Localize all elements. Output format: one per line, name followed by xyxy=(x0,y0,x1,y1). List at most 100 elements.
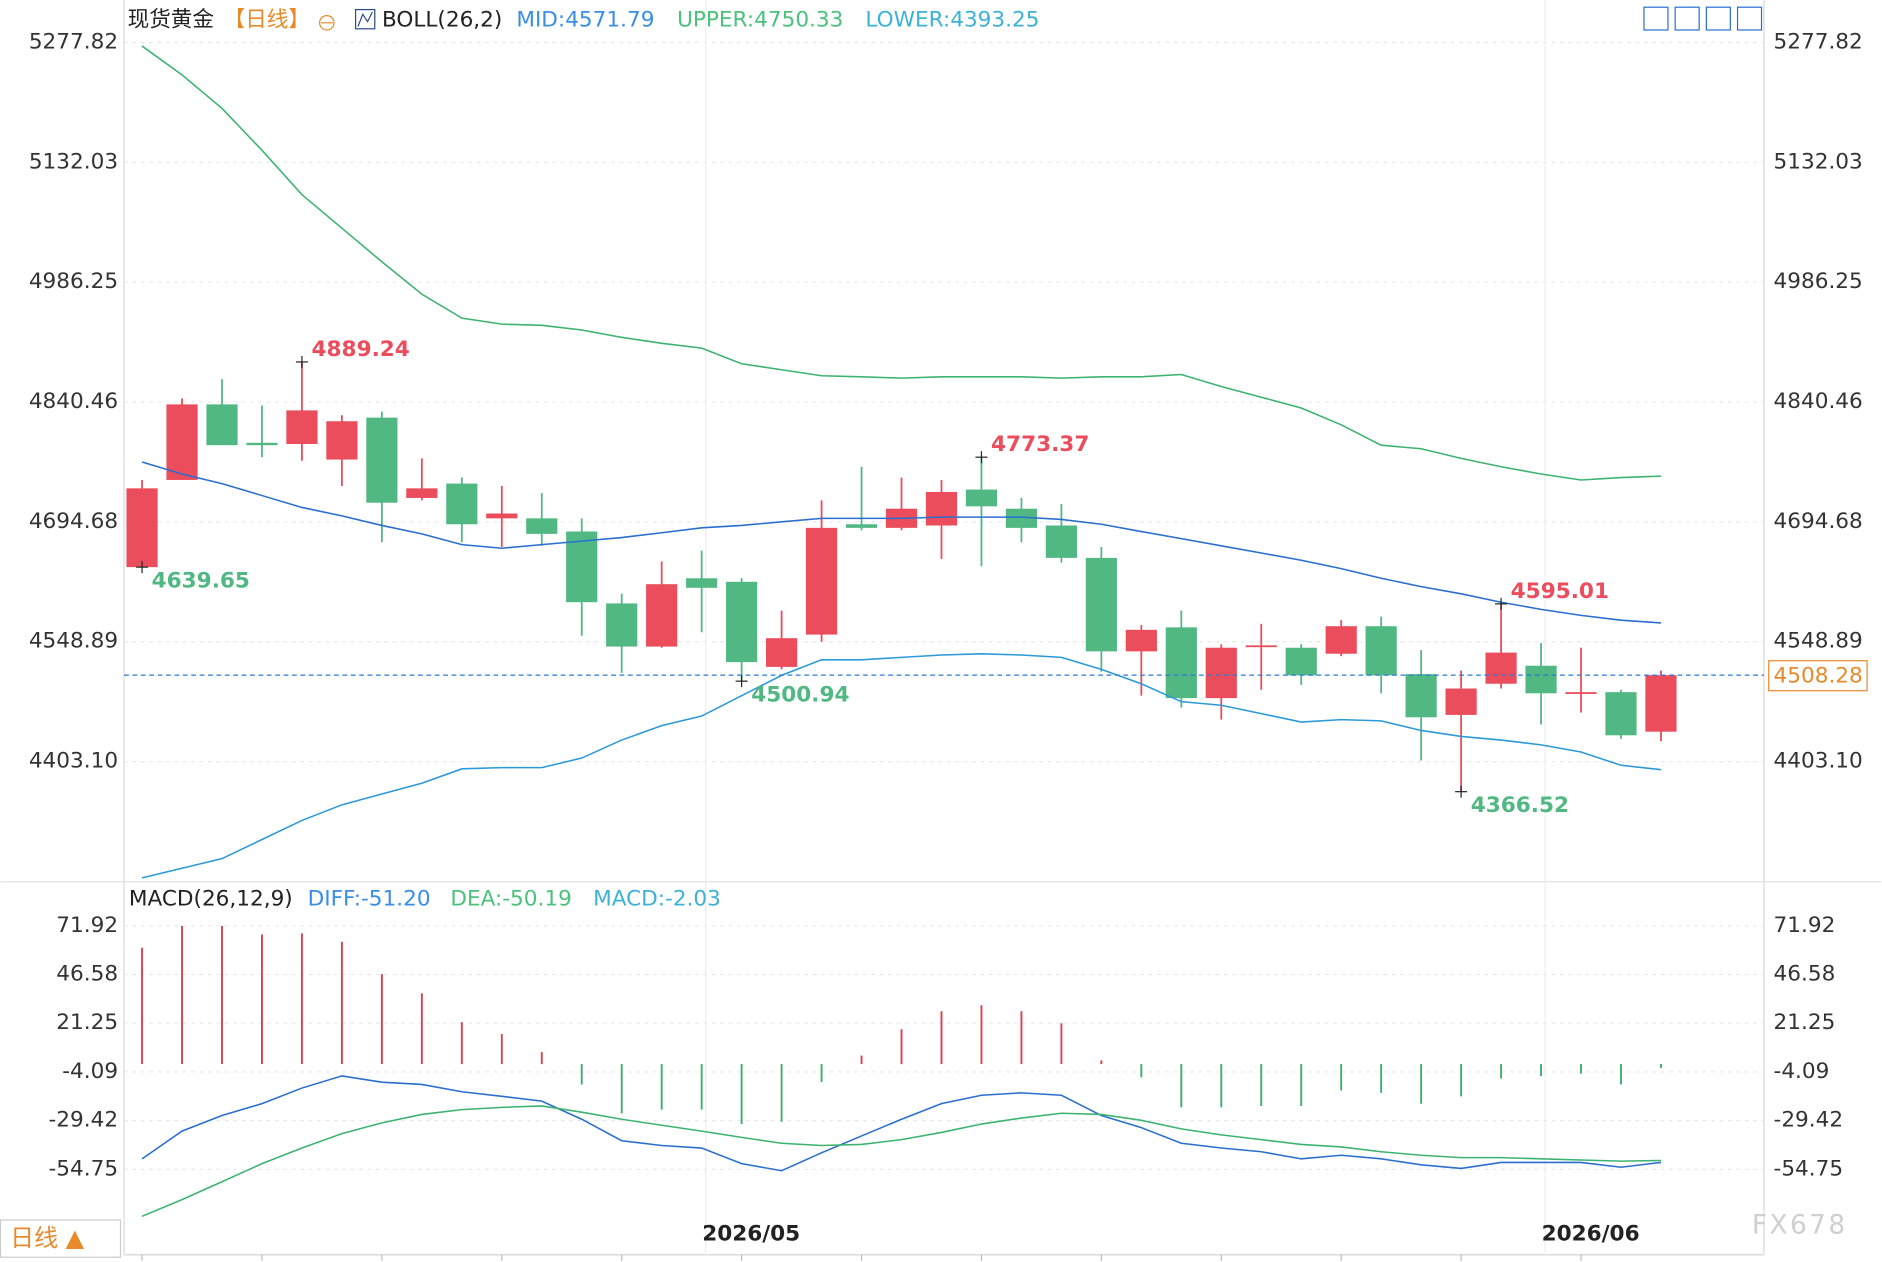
legend-text: BOLL(26,2) xyxy=(382,7,502,32)
y-tick-label: 4840.46 xyxy=(29,389,118,414)
tool-button[interactable] xyxy=(1643,6,1669,31)
candle-body xyxy=(1045,525,1077,558)
candle-body xyxy=(1445,688,1477,715)
candle-body xyxy=(1205,647,1237,699)
y-tick-label: 4986.25 xyxy=(29,269,118,294)
indicator-line xyxy=(141,653,1662,879)
y-tick-label-right: -54.75 xyxy=(1774,1156,1844,1181)
annotation-label: 4639.65 xyxy=(152,569,250,594)
candle-body xyxy=(805,527,838,635)
y-tick-label: 21.25 xyxy=(56,1010,118,1035)
candle-body xyxy=(1645,675,1677,732)
candle-body xyxy=(726,581,758,663)
annotation-label: 4773.37 xyxy=(991,432,1089,457)
tool-button[interactable] xyxy=(1736,6,1763,31)
legend-text: MACD(26,12,9) xyxy=(129,887,293,912)
indicator-line xyxy=(141,1075,1662,1172)
legend-text: UPPER:4750.33 xyxy=(677,7,843,32)
y-tick-label: 5132.03 xyxy=(29,149,118,174)
indicator-icon[interactable] xyxy=(354,8,376,30)
candle-body xyxy=(126,488,158,568)
x-tick-label: 2026/05 xyxy=(702,1221,800,1246)
annotation-label: 4889.24 xyxy=(312,337,410,362)
annotation-label: 4595.01 xyxy=(1511,579,1609,604)
y-tick-label-right: 4403.10 xyxy=(1774,749,1863,774)
y-tick-label: 5277.82 xyxy=(29,29,118,54)
candle-body xyxy=(1525,665,1557,694)
y-tick-label: -4.09 xyxy=(62,1059,118,1084)
candle-body xyxy=(1005,508,1038,528)
period-button-label: 日线 ▲ xyxy=(10,1224,85,1252)
tool-button[interactable] xyxy=(1674,6,1700,31)
candle-body xyxy=(1245,645,1277,648)
candle-body xyxy=(1565,692,1597,694)
y-tick-label-right: 5277.82 xyxy=(1774,29,1863,54)
candle-body xyxy=(1325,626,1357,654)
y-tick-label: -54.75 xyxy=(48,1156,118,1181)
candle-body xyxy=(566,531,598,603)
last-price-box xyxy=(1768,660,1868,692)
y-tick-label: 4403.10 xyxy=(29,749,118,774)
candle-body xyxy=(406,488,438,498)
y-tick-label-right: 4694.68 xyxy=(1774,509,1863,534)
indicator-line xyxy=(141,45,1662,481)
y-tick-label-right: 46.58 xyxy=(1774,962,1836,987)
candle-body xyxy=(845,524,878,528)
period-button[interactable] xyxy=(0,1219,122,1258)
x-tick-label: 2026/06 xyxy=(1542,1221,1640,1246)
period: 【日线】 xyxy=(224,7,310,32)
candle-body xyxy=(366,417,398,503)
y-tick-label: 4694.68 xyxy=(29,509,118,534)
candle-body xyxy=(446,483,478,525)
candle-body xyxy=(486,513,518,519)
legend-text: MACD:-2.03 xyxy=(593,887,721,912)
y-tick-label-right: 71.92 xyxy=(1774,913,1836,938)
annotation-label: 4366.52 xyxy=(1471,793,1569,818)
candle-body xyxy=(1405,674,1437,718)
candle-body xyxy=(1125,629,1157,652)
legend-text: DIFF:-51.20 xyxy=(308,887,431,912)
watermark: FX678 xyxy=(1752,1211,1848,1241)
tool-button[interactable] xyxy=(1705,6,1731,31)
candle-body xyxy=(925,491,958,526)
candle-body xyxy=(646,584,678,647)
y-tick-label-right: 21.25 xyxy=(1774,1010,1836,1035)
candle-body xyxy=(1165,627,1197,699)
chart-title: 现货黄金 xyxy=(128,7,214,32)
y-tick-label: 46.58 xyxy=(56,962,118,987)
candle-body xyxy=(1485,652,1517,684)
candle-body xyxy=(246,442,278,446)
candle-body xyxy=(1365,626,1397,676)
last-price-label: 4508.28 xyxy=(1774,663,1863,688)
candle-body xyxy=(1605,692,1637,736)
candle-body xyxy=(526,518,558,534)
period-icon[interactable] xyxy=(318,14,335,31)
candle-body xyxy=(206,404,238,446)
indicator-icon xyxy=(357,11,373,27)
candle-body xyxy=(1085,557,1117,652)
candle-body xyxy=(286,410,318,445)
candle-body xyxy=(166,404,198,480)
indicator-line xyxy=(141,1105,1662,1218)
y-tick-label-right: 5132.03 xyxy=(1774,149,1863,174)
indicator-line xyxy=(141,461,1662,624)
y-tick-label-right: 4840.46 xyxy=(1774,389,1863,414)
candle-body xyxy=(606,603,638,647)
legend-text: DEA:-50.19 xyxy=(450,887,571,912)
y-tick-label: 71.92 xyxy=(56,913,118,938)
legend-text: MID:4571.79 xyxy=(516,7,654,32)
legend-text: LOWER:4393.25 xyxy=(865,7,1039,32)
candle-body xyxy=(686,578,718,588)
candle-body xyxy=(326,421,358,460)
y-tick-label-right: -4.09 xyxy=(1774,1059,1830,1084)
y-tick-label: 4548.89 xyxy=(29,629,118,654)
annotation-label: 4500.94 xyxy=(751,683,849,708)
candle-body xyxy=(765,638,798,667)
toolbar xyxy=(1643,6,1763,31)
y-tick-label-right: 4986.25 xyxy=(1774,269,1863,294)
y-tick-label-right: -29.42 xyxy=(1774,1108,1844,1133)
y-tick-label: -29.42 xyxy=(48,1108,118,1133)
